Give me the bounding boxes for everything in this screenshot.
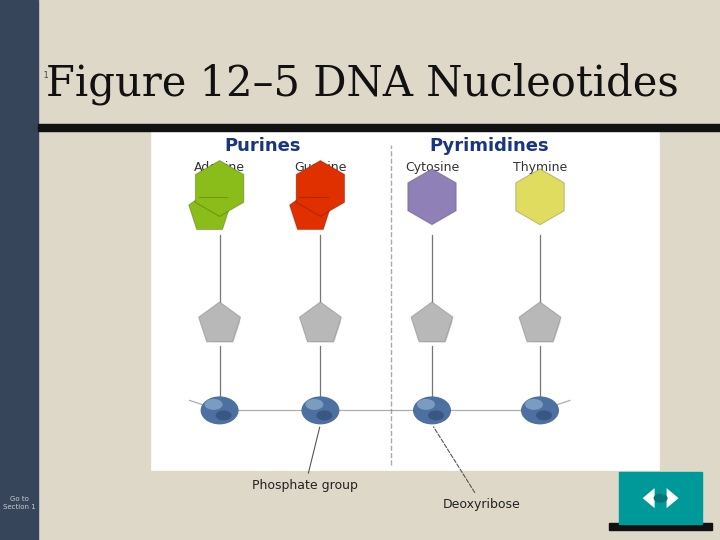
Text: S  1: S 1 — [33, 71, 49, 80]
Polygon shape — [516, 169, 564, 225]
Ellipse shape — [204, 399, 222, 410]
Text: Figure 12–5 DNA Nucleotides: Figure 12–5 DNA Nucleotides — [46, 63, 679, 105]
Text: Guanine: Guanine — [294, 161, 346, 174]
Polygon shape — [411, 302, 453, 342]
Polygon shape — [195, 160, 244, 217]
Polygon shape — [525, 308, 561, 342]
Ellipse shape — [521, 396, 559, 424]
Bar — [619, 472, 702, 524]
Ellipse shape — [215, 410, 232, 421]
Polygon shape — [408, 169, 456, 225]
Ellipse shape — [536, 410, 552, 421]
Text: Phosphate group: Phosphate group — [253, 427, 359, 492]
Ellipse shape — [413, 396, 451, 424]
Polygon shape — [199, 302, 240, 342]
Polygon shape — [204, 308, 240, 342]
Polygon shape — [643, 488, 654, 508]
Polygon shape — [305, 308, 341, 342]
Ellipse shape — [654, 494, 667, 503]
Text: Deoxyribose: Deoxyribose — [433, 427, 521, 511]
Text: Purines: Purines — [225, 137, 301, 155]
Ellipse shape — [316, 410, 333, 421]
Polygon shape — [417, 308, 453, 342]
Ellipse shape — [305, 399, 323, 410]
Polygon shape — [667, 488, 679, 508]
Polygon shape — [296, 160, 345, 217]
Polygon shape — [189, 190, 230, 230]
Polygon shape — [300, 302, 341, 342]
Bar — [609, 523, 712, 530]
Text: Pyrimidines: Pyrimidines — [430, 137, 549, 155]
Text: Go to
Section 1: Go to Section 1 — [3, 496, 35, 510]
Ellipse shape — [417, 399, 435, 410]
Bar — [151, 130, 659, 470]
Bar — [0, 0, 38, 540]
Text: Thymine: Thymine — [513, 161, 567, 174]
Ellipse shape — [201, 396, 238, 424]
Polygon shape — [519, 302, 561, 342]
Ellipse shape — [428, 410, 444, 421]
Ellipse shape — [302, 396, 339, 424]
Bar — [38, 124, 720, 131]
Text: Cytosine: Cytosine — [405, 161, 459, 174]
Polygon shape — [289, 190, 331, 230]
Ellipse shape — [525, 399, 543, 410]
Text: Adenine: Adenine — [194, 161, 245, 174]
